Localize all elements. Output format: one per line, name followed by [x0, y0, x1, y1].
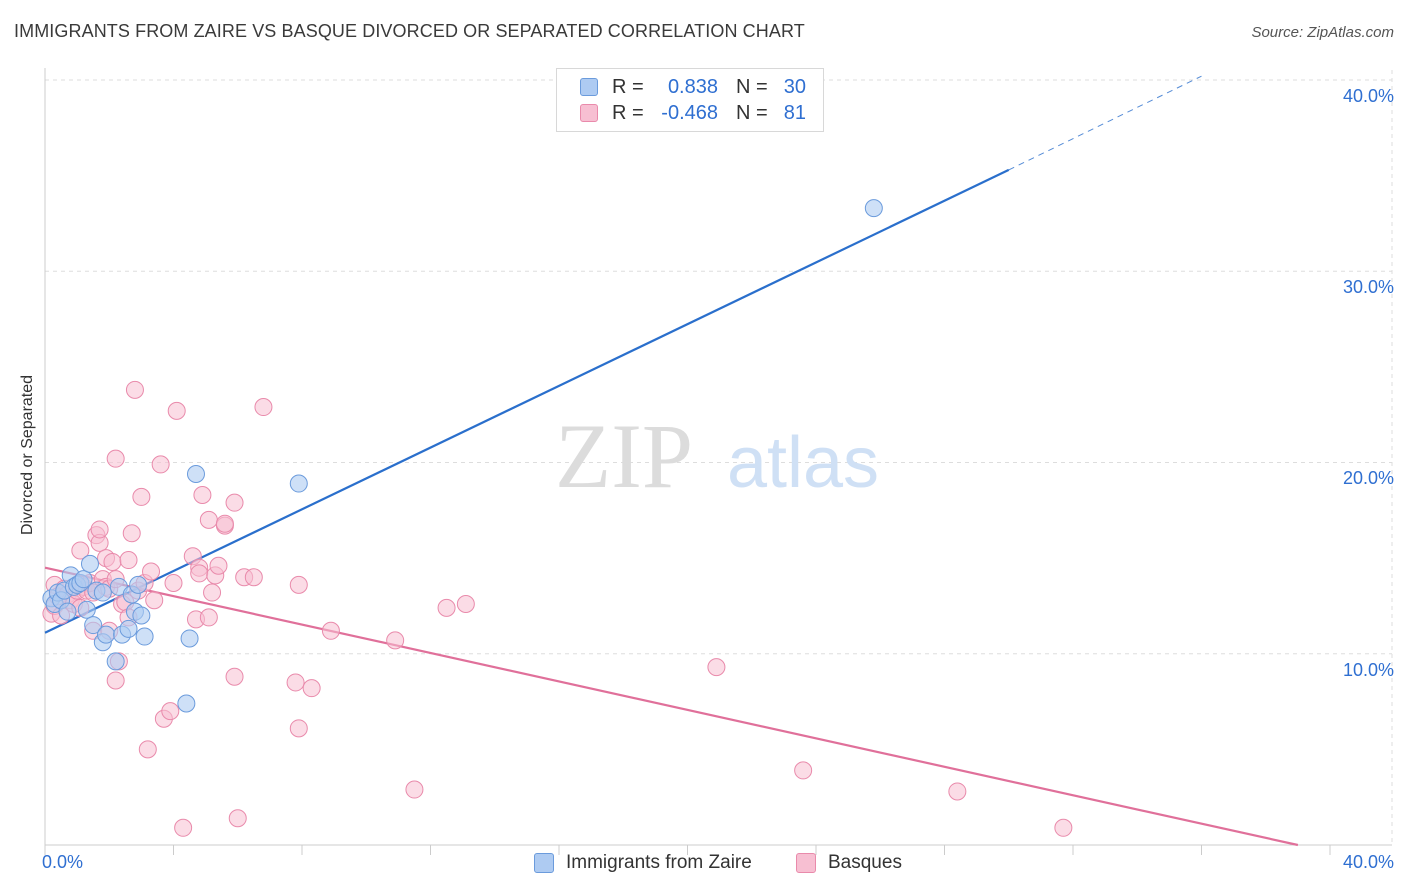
data-point-basques — [289, 575, 308, 594]
data-point-basques — [386, 631, 405, 650]
data-point-basques — [215, 514, 234, 533]
data-point-basques — [199, 510, 218, 529]
data-point-basques — [302, 679, 321, 698]
data-point-basques — [71, 541, 90, 560]
watermark-zip: ZIP — [555, 405, 693, 507]
series-zaire-points — [42, 199, 883, 713]
data-point-basques — [145, 591, 164, 610]
data-point-basques — [225, 493, 244, 512]
data-point-zaire — [74, 570, 93, 589]
trend-line-zaire-extension — [1008, 75, 1202, 171]
watermark-atlas: atlas — [727, 423, 879, 503]
data-point-basques — [286, 673, 305, 692]
r-label: R = — [612, 101, 644, 124]
x-tick-label-min: 0.0% — [42, 852, 84, 872]
data-point-zaire — [180, 629, 199, 648]
y-tick-label: 40.0% — [1342, 86, 1394, 106]
n-value-basques: 81 — [783, 101, 806, 124]
data-point-basques — [167, 401, 186, 420]
trend-line-basques — [44, 566, 1299, 847]
legend-row-zaire: R = 0.838 N = 30 — [557, 74, 806, 100]
r-value-zaire: 0.838 — [667, 75, 718, 98]
data-point-zaire — [80, 554, 99, 573]
watermark: ZIP atlas — [555, 405, 879, 507]
data-point-basques — [456, 595, 475, 614]
n-label: N = — [736, 101, 768, 124]
legend-label-zaire: Immigrants from Zaire — [566, 852, 752, 873]
trend-lines — [44, 75, 1299, 847]
legend-item-basques: Basques — [796, 852, 902, 874]
data-point-basques — [103, 552, 122, 571]
r-label: R = — [612, 75, 644, 98]
data-point-basques — [948, 782, 967, 801]
data-point-basques — [142, 562, 161, 581]
data-point-basques — [225, 667, 244, 686]
data-point-basques — [321, 621, 340, 640]
data-point-basques — [203, 583, 222, 602]
data-point-basques — [132, 487, 151, 506]
legend-item-zaire: Immigrants from Zaire — [534, 852, 752, 874]
data-point-basques — [190, 564, 209, 583]
y-tick-label: 30.0% — [1342, 277, 1394, 297]
gridlines — [45, 70, 1393, 845]
data-point-basques — [119, 551, 138, 570]
data-point-basques — [164, 573, 183, 592]
data-point-zaire — [93, 583, 112, 602]
data-point-basques — [106, 449, 125, 468]
data-point-basques — [161, 702, 180, 721]
data-point-basques — [794, 761, 813, 780]
data-point-basques — [405, 780, 424, 799]
n-value-zaire: 30 — [783, 75, 806, 98]
data-point-zaire — [97, 625, 116, 644]
data-point-zaire — [129, 575, 148, 594]
data-point-zaire — [135, 627, 154, 646]
data-point-basques — [707, 658, 726, 677]
data-point-zaire — [77, 600, 96, 619]
x-tick-label-max: 40.0% — [1342, 852, 1394, 872]
data-point-basques — [244, 568, 263, 587]
n-label: N = — [736, 75, 768, 98]
legend-swatch-zaire — [534, 853, 554, 873]
data-point-basques — [199, 608, 218, 627]
data-point-zaire — [177, 694, 196, 713]
data-point-basques — [437, 598, 456, 617]
chart-title: IMMIGRANTS FROM ZAIRE VS BASQUE DIVORCED… — [14, 21, 805, 41]
correlation-legend: R = 0.838 N = 30 R = -0.468 N = 81 — [556, 68, 824, 132]
data-point-basques — [228, 809, 247, 828]
data-point-zaire — [84, 616, 103, 635]
data-point-basques — [125, 380, 144, 399]
data-point-basques — [193, 486, 212, 505]
data-point-basques — [122, 524, 141, 543]
legend-swatch-zaire — [580, 78, 598, 96]
data-point-zaire — [106, 652, 125, 671]
data-point-basques — [1054, 818, 1073, 837]
series-legend: Immigrants from Zaire Basques — [0, 852, 1406, 878]
legend-label-basques: Basques — [828, 852, 902, 873]
data-point-basques — [106, 671, 125, 690]
data-point-zaire — [186, 464, 205, 483]
data-point-basques — [174, 818, 193, 837]
legend-swatch-basques — [796, 853, 816, 873]
data-point-basques — [289, 719, 308, 738]
y-tick-label: 10.0% — [1342, 660, 1394, 680]
source-label: Source: ZipAtlas.com — [1251, 24, 1394, 41]
data-point-basques — [209, 556, 228, 575]
data-point-basques — [90, 520, 109, 539]
axes — [44, 68, 1392, 855]
data-point-zaire — [864, 199, 883, 218]
trend-line-zaire — [44, 168, 1010, 634]
r-value-basques: -0.468 — [661, 101, 718, 124]
y-tick-label: 20.0% — [1342, 468, 1394, 488]
data-point-zaire — [289, 474, 308, 493]
data-point-basques — [138, 740, 157, 759]
data-point-zaire — [58, 602, 77, 621]
legend-swatch-basques — [580, 104, 598, 122]
data-point-zaire — [119, 619, 138, 638]
legend-row-basques: R = -0.468 N = 81 — [557, 100, 806, 126]
data-point-basques — [151, 455, 170, 474]
data-point-basques — [254, 398, 273, 417]
data-point-zaire — [132, 606, 151, 625]
